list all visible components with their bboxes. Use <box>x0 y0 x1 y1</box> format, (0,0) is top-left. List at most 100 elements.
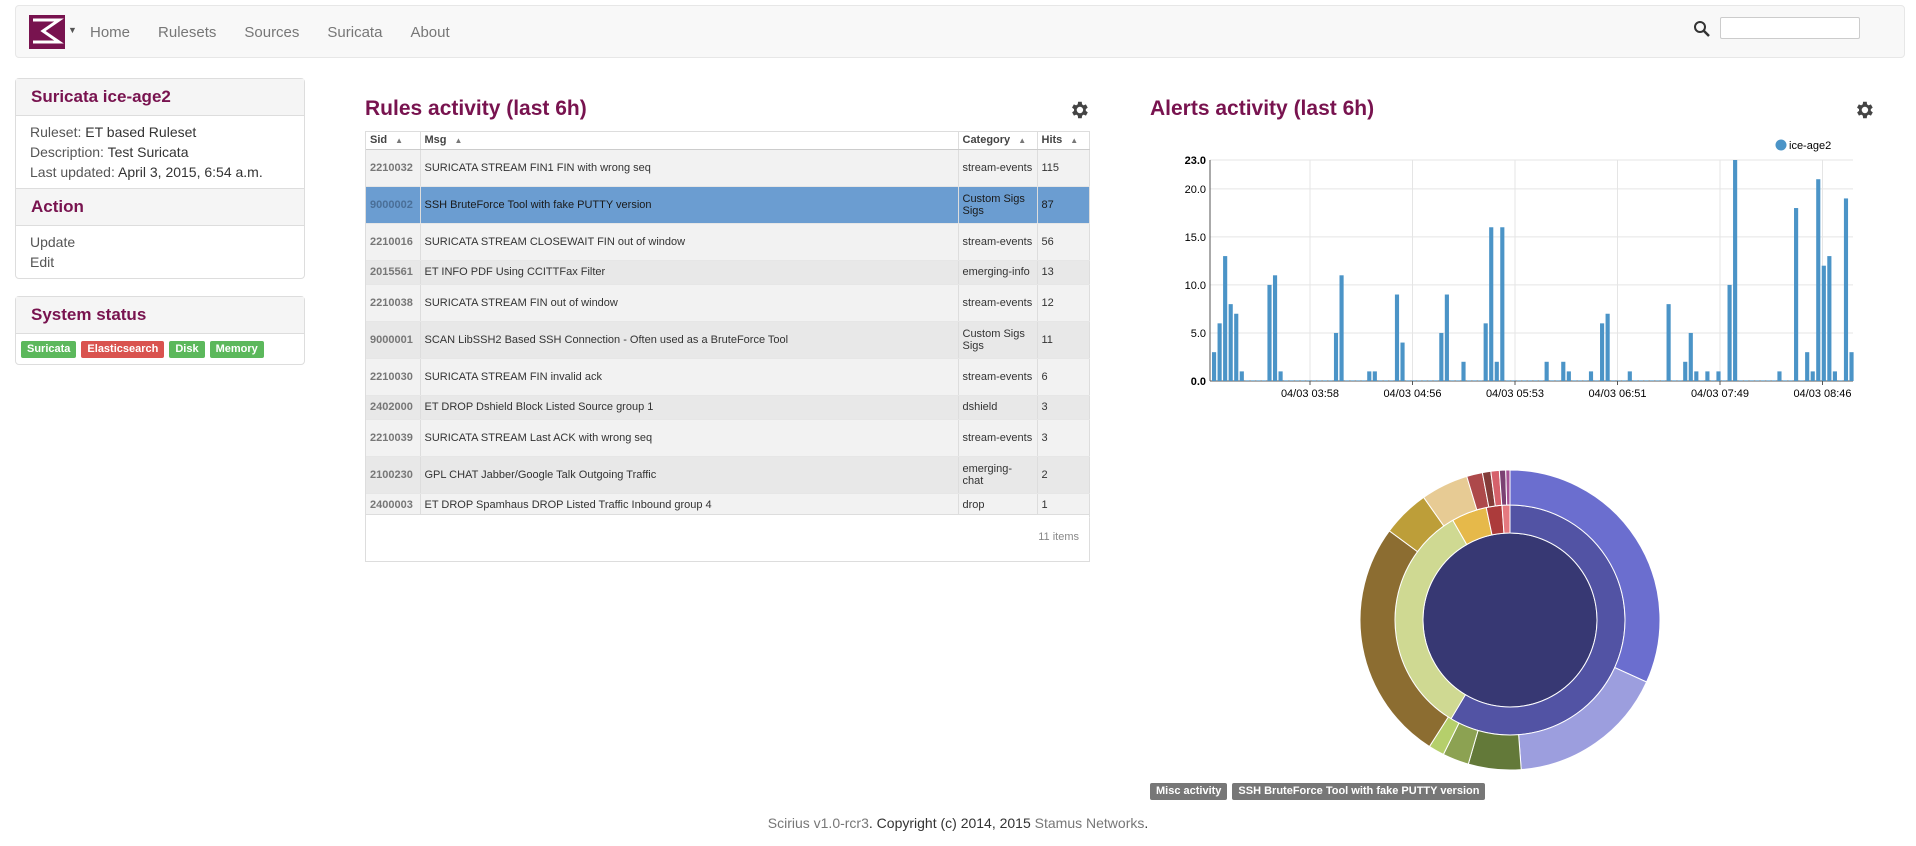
chart-bar[interactable] <box>1583 380 1588 381</box>
chart-bar[interactable] <box>1694 371 1699 381</box>
chart-bar[interactable] <box>1566 371 1571 381</box>
chart-bar[interactable] <box>1716 371 1721 381</box>
chart-bar[interactable] <box>1278 371 1283 381</box>
chart-bar[interactable] <box>1594 380 1599 381</box>
chart-bar[interactable] <box>1577 380 1582 381</box>
chart-bar[interactable] <box>1550 380 1555 381</box>
update-action-link[interactable]: Update <box>30 234 76 250</box>
search-input[interactable] <box>1720 17 1860 39</box>
chart-bar[interactable] <box>1605 313 1610 381</box>
chart-bar[interactable] <box>1250 380 1255 381</box>
chart-bar[interactable] <box>1372 371 1377 381</box>
sort-icon[interactable]: ▲ <box>454 136 463 146</box>
chart-bar[interactable] <box>1339 275 1344 381</box>
chart-bar[interactable] <box>1356 380 1361 381</box>
chart-bar[interactable] <box>1660 380 1666 381</box>
sort-icon[interactable]: ▲ <box>395 136 404 146</box>
chart-bar[interactable] <box>1350 380 1355 381</box>
chart-bar[interactable] <box>1760 380 1765 381</box>
chart-bar[interactable] <box>1483 323 1488 381</box>
chart-bar[interactable] <box>1411 380 1416 381</box>
nav-home[interactable]: Home <box>90 24 131 41</box>
chart-bar[interactable] <box>1322 380 1328 381</box>
chart-bar[interactable] <box>1394 294 1400 381</box>
chart-bar[interactable] <box>1289 380 1294 381</box>
chart-bar[interactable] <box>1572 380 1577 381</box>
nav-about[interactable]: About <box>410 24 450 41</box>
chart-bar[interactable] <box>1755 380 1760 381</box>
col-header-category[interactable]: Category ▲ <box>958 132 1038 150</box>
chart-bar[interactable] <box>1516 380 1522 381</box>
chart-bar[interactable] <box>1300 380 1305 381</box>
row-sid[interactable]: 2400003 <box>366 493 421 518</box>
chart-bar[interactable] <box>1472 380 1477 381</box>
row-sid[interactable]: 2402000 <box>366 395 421 420</box>
chart-bar[interactable] <box>1494 361 1499 381</box>
chart-bar[interactable] <box>1328 380 1333 381</box>
chart-bar[interactable] <box>1306 380 1311 381</box>
chart-bar[interactable] <box>1710 380 1716 381</box>
sort-icon[interactable]: ▲ <box>1070 136 1079 146</box>
chart-bar[interactable] <box>1699 380 1704 381</box>
chart-bar[interactable] <box>1805 352 1810 381</box>
chart-bar[interactable] <box>1505 380 1510 381</box>
chart-bar[interactable] <box>1439 332 1444 381</box>
chart-bar[interactable] <box>1406 380 1411 381</box>
chart-bar[interactable] <box>1738 380 1743 381</box>
chart-bar[interactable] <box>1588 371 1594 381</box>
chart-bar[interactable] <box>1561 361 1566 381</box>
chart-bar[interactable] <box>1256 380 1261 381</box>
row-msg[interactable]: ET DROP Dshield Block Listed Source grou… <box>420 395 959 420</box>
table-row[interactable]: 2100230 GPL CHAT Jabber/Google Talk Outg… <box>366 456 1090 494</box>
chart-bar[interactable] <box>1433 380 1438 381</box>
row-msg[interactable]: ET INFO PDF Using CCITTFax Filter <box>420 260 959 285</box>
sort-icon[interactable]: ▲ <box>1018 136 1027 146</box>
chart-bar[interactable] <box>1555 380 1560 381</box>
chart-bar[interactable] <box>1417 380 1422 381</box>
chart-bar[interactable] <box>1827 256 1832 381</box>
row-msg[interactable]: ET DROP Spamhaus DROP Listed Traffic Inb… <box>420 493 959 518</box>
row-sid[interactable]: 9000001 <box>366 321 421 359</box>
table-row-selected[interactable]: 9000002 SSH BruteForce Tool with fake PU… <box>366 186 1090 224</box>
col-header-hits[interactable]: Hits ▲ <box>1037 132 1090 150</box>
chart-bar[interactable] <box>1799 380 1804 381</box>
chart-bar[interactable] <box>1533 380 1538 381</box>
sunburst-slice[interactable] <box>1505 469 1511 506</box>
row-sid[interactable]: 2100230 <box>366 456 421 494</box>
row-sid[interactable]: 2210039 <box>366 419 421 457</box>
breadcrumb-misc-activity[interactable]: Misc activity <box>1150 783 1228 800</box>
chart-bar[interactable] <box>1544 361 1549 381</box>
chart-bar[interactable] <box>1295 380 1300 381</box>
chart-bar[interactable] <box>1794 208 1799 381</box>
table-row[interactable]: 9000001 SCAN LibSSH2 Based SSH Connectio… <box>366 321 1090 359</box>
chart-bar[interactable] <box>1223 256 1228 381</box>
col-header-msg[interactable]: Msg ▲ <box>420 132 959 150</box>
chart-bar[interactable] <box>1539 380 1544 381</box>
chart-bar[interactable] <box>1816 179 1821 381</box>
chart-bar[interactable] <box>1378 380 1383 381</box>
chart-bar[interactable] <box>1466 380 1472 381</box>
row-sid[interactable]: 9000002 <box>366 186 421 224</box>
col-header-sid[interactable]: Sid ▲ <box>366 132 421 150</box>
chart-bar[interactable] <box>1317 380 1322 381</box>
legend-dot-icon[interactable] <box>1775 139 1787 151</box>
nav-suricata[interactable]: Suricata <box>327 24 383 41</box>
chart-bar[interactable] <box>1234 313 1239 381</box>
chart-bar[interactable] <box>1527 380 1533 381</box>
row-msg[interactable]: SCAN LibSSH2 Based SSH Connection - Ofte… <box>420 321 959 359</box>
row-sid[interactable]: 2210030 <box>366 358 421 396</box>
row-msg[interactable]: SURICATA STREAM FIN invalid ack <box>420 358 959 396</box>
table-row[interactable]: 2210016 SURICATA STREAM CLOSEWAIT FIN ou… <box>366 223 1090 261</box>
rules-settings-gear-icon[interactable] <box>1068 99 1090 121</box>
chart-bar[interactable] <box>1212 352 1217 381</box>
search-icon[interactable] <box>1692 19 1712 39</box>
scirius-logo-icon[interactable] <box>29 15 65 49</box>
chart-bar[interactable] <box>1239 371 1244 381</box>
chart-bar[interactable] <box>1638 380 1643 381</box>
edit-action-link[interactable]: Edit <box>30 254 55 270</box>
chart-bar[interactable] <box>1672 380 1677 381</box>
breadcrumb-ssh-bruteforce[interactable]: SSH BruteForce Tool with fake PUTTY vers… <box>1232 783 1486 800</box>
chart-bar[interactable] <box>1688 332 1693 381</box>
footer-version[interactable]: Scirius v1.0-rcr3 <box>767 815 869 831</box>
chart-bar[interactable] <box>1733 160 1738 381</box>
